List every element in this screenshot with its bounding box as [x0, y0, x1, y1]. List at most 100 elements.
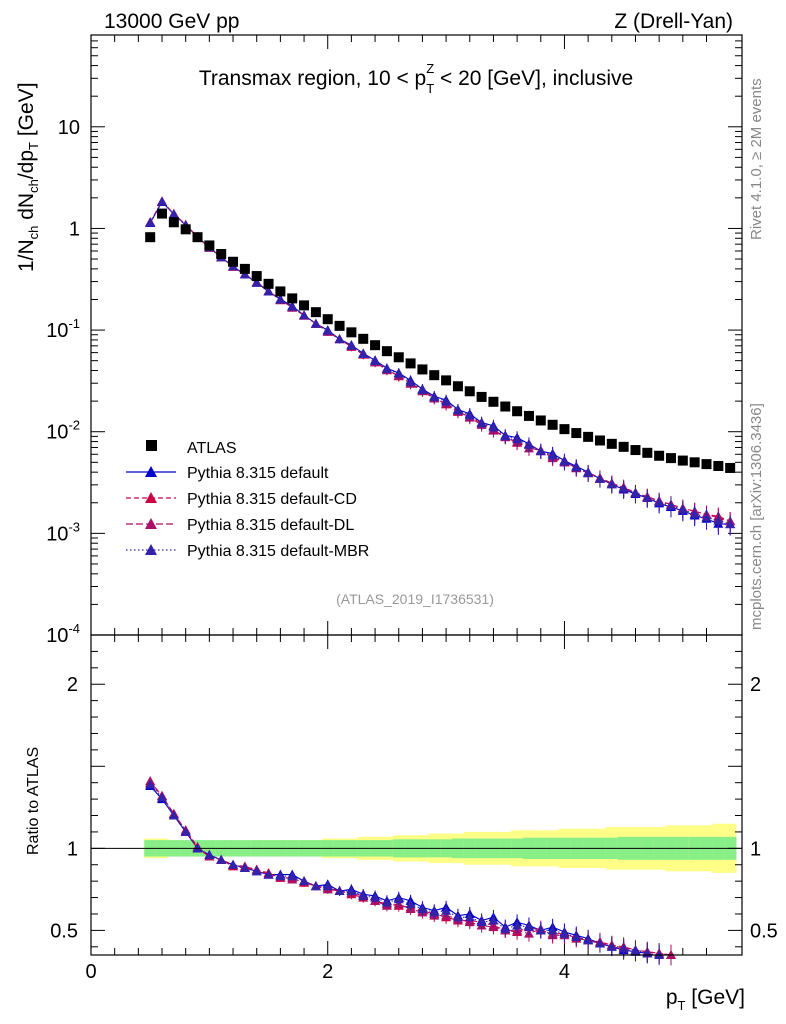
main-y-tick-label: 10-2: [46, 418, 80, 444]
legend-default: Pythia 8.315 default: [187, 465, 329, 482]
main-point-pythia-8-315-default-mbr: [713, 515, 724, 525]
ratio-point-pythia-8-315-default-mbr: [145, 779, 156, 789]
atlas-data-point: [204, 240, 215, 251]
atlas-data-point: [239, 263, 250, 274]
ratio-point-pythia-8-315-default-mbr: [334, 886, 345, 895]
atlas-data-point: [583, 431, 594, 442]
main-point-pythia-8-315-default-mbr: [464, 410, 475, 420]
main-y-tick-label: 10-4: [46, 621, 80, 647]
ratio-point-pythia-8-315-default-mbr: [381, 897, 392, 907]
atlas-data-point: [346, 327, 357, 338]
atlas-data-point: [512, 406, 523, 417]
main-point-pythia-8-315-default-mbr: [665, 500, 676, 510]
main-point-pythia-8-315-default-mbr: [441, 396, 452, 406]
atlas-data-point: [263, 278, 274, 289]
legend-dl: Pythia 8.315 default-DL: [187, 517, 354, 534]
ratio-series-layer: [145, 776, 676, 966]
main-point-pythia-8-315-default-mbr: [642, 492, 653, 502]
atlas-data-point: [464, 386, 475, 397]
ratio-y-tick-label: 2: [67, 674, 78, 696]
ratio-point-pythia-8-315-default-mbr: [523, 922, 534, 932]
ratio-point-pythia-8-315-default-mbr: [275, 871, 286, 881]
ratio-y-axis-title: Ratio to ATLAS: [25, 747, 42, 855]
atlas-data-point: [642, 447, 653, 458]
x-tick-label: 2: [322, 961, 333, 983]
ratio-point-pythia-8-315-default-mbr: [559, 928, 570, 938]
atlas-data-point: [500, 401, 511, 412]
main-point-pythia-8-315-default-mbr: [168, 209, 179, 219]
atlas-data-point: [322, 314, 333, 325]
ratio-point-pythia-8-315-default-mbr: [251, 866, 262, 876]
y-axis-title: 1/Nch dNch/dpT [GeV]: [15, 82, 41, 272]
main-point-pythia-8-315-default-mbr: [452, 405, 463, 415]
atlas-data-point: [370, 340, 381, 351]
main-point-pythia-8-315-default-mbr: [263, 286, 274, 296]
main-point-pythia-8-315-default-mbr: [299, 310, 310, 320]
plot-title: Transmax region, 10 < pTZ < 20 [GeV], in…: [199, 61, 633, 96]
ratio-point-pythia-8-315-default-mbr: [606, 941, 617, 951]
atlas-data-point: [476, 391, 487, 402]
main-point-pythia-8-315-default-mbr: [594, 473, 605, 483]
main-point-pythia-8-315-default-mbr: [725, 519, 736, 529]
main-point-pythia-8-315-default-mbr: [334, 334, 345, 344]
atlas-data-point: [275, 286, 286, 297]
ratio-line-pythia-8-315-default: [149, 785, 648, 954]
legend-cd-marker: [145, 492, 157, 503]
main-point-pythia-8-315-default-mbr: [346, 340, 357, 350]
ratio-point-pythia-8-315-default-mbr: [417, 904, 428, 914]
ratio-point-pythia-8-315-default-mbr: [204, 849, 215, 859]
main-point-pythia-8-315-default-mbr: [654, 497, 665, 507]
atlas-data-point: [287, 293, 298, 304]
main-point-pythia-8-315-default-mbr: [500, 431, 511, 441]
main-point-pythia-8-315-default-mbr: [476, 418, 487, 428]
ratio-axis-ticks: 0.5 0.5 1 1 2 2 0 2 4: [50, 635, 778, 983]
main-point-pythia-8-315-default-mbr: [145, 217, 156, 227]
ratio-point-pythia-8-315-default-mbr: [452, 912, 463, 922]
atlas-data-point: [145, 232, 156, 243]
atlas-data-point: [157, 208, 168, 219]
ratio-line-pythia-8-315-default-mbr: [149, 783, 660, 956]
atlas-data-point: [571, 428, 582, 439]
main-axis-ticks: 10-4 10-3 10-2 10-1 1 10: [46, 34, 742, 647]
ratio-point-pythia-8-315-default-mbr: [228, 859, 239, 869]
legend-mbr: Pythia 8.315 default-MBR: [187, 543, 369, 560]
main-point-pythia-8-315-default-mbr: [689, 509, 700, 519]
ratio-point-pythia-8-315-default-mbr: [346, 886, 357, 895]
atlas-data-point: [216, 249, 227, 260]
legend-mbr-marker: [145, 544, 157, 555]
ratio-y-tick-label-right: 0.5: [750, 920, 778, 942]
ratio-point-pythia-8-315-default-mbr: [310, 881, 321, 891]
main-point-pythia-8-315-default-mbr: [405, 376, 416, 386]
legend-default-marker: [145, 466, 157, 477]
atlas-data-point: [654, 450, 665, 461]
atlas-data-point: [299, 300, 310, 311]
atlas-data-point: [713, 460, 724, 471]
ratio-y-tick-label: 1: [67, 838, 78, 860]
main-series-layer: [145, 196, 736, 536]
atlas-data-point: [168, 217, 179, 228]
ratio-y-tick-label-right: 2: [750, 674, 761, 696]
main-point-pythia-8-315-default-mbr: [251, 277, 262, 287]
main-point-pythia-8-315-default-mbr: [606, 479, 617, 489]
main-point-pythia-8-315-default-mbr: [547, 450, 558, 460]
atlas-data-point: [689, 457, 700, 468]
main-point-pythia-8-315-default-mbr: [310, 318, 321, 328]
atlas-data-point: [677, 455, 688, 466]
ratio-point-pythia-8-315-default-mbr: [594, 938, 605, 948]
ratio-point-pythia-8-315-default-mbr: [299, 876, 310, 886]
atlas-data-point: [535, 415, 546, 426]
legend-cd: Pythia 8.315 default-CD: [187, 491, 357, 508]
main-point-pythia-8-315-default-mbr: [701, 512, 712, 522]
ratio-point-pythia-8-315-default-mbr: [287, 871, 298, 881]
main-point-pythia-8-315-default-mbr: [618, 483, 629, 493]
atlas-data-point: [665, 453, 676, 464]
main-y-tick-label: 1: [69, 218, 80, 240]
ratio-point-pythia-8-315-default-mbr: [157, 792, 168, 802]
main-point-pythia-8-315-default-mbr: [559, 456, 570, 466]
ratio-point-pythia-8-315-default-mbr: [322, 881, 333, 891]
main-point-pythia-8-315-default-mbr: [630, 487, 641, 497]
main-point-pythia-8-315-default-mbr: [322, 325, 333, 335]
main-point-pythia-8-315-default-mbr: [523, 439, 534, 449]
ratio-point-pythia-8-315-default-mbr: [583, 935, 594, 945]
